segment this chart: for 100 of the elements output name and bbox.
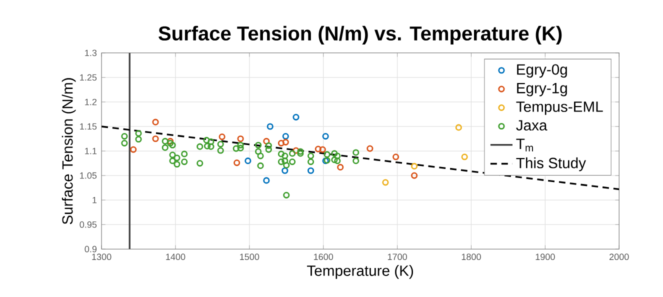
point [196, 160, 204, 167]
point [352, 149, 360, 156]
y-tick-label: 1.2 [85, 98, 97, 106]
point [203, 136, 210, 144]
point [257, 152, 264, 160]
point [244, 158, 252, 164]
point [289, 150, 296, 157]
point [307, 167, 314, 174]
point [169, 152, 176, 158]
point [181, 150, 188, 158]
point [169, 142, 176, 148]
point [337, 164, 344, 171]
y-tick-label: 1 [92, 197, 97, 204]
point [162, 144, 168, 151]
point [382, 179, 389, 186]
point [237, 136, 244, 142]
point [208, 138, 214, 146]
y-tick-label: 0.9 [84, 246, 97, 252]
point [292, 114, 300, 121]
x-axis-title: Temperature (K) [307, 265, 414, 279]
y-tick-label: 0.95 [80, 221, 97, 228]
point [461, 154, 468, 160]
point [297, 150, 304, 157]
point [278, 150, 285, 158]
point [169, 158, 176, 164]
point [208, 143, 214, 150]
chart-title: Surface Tension (N/m) vs. Temperature (K) [158, 26, 562, 45]
point [135, 130, 142, 137]
point [352, 158, 360, 164]
point [282, 152, 288, 160]
point [263, 177, 270, 184]
point [319, 146, 326, 153]
point [121, 133, 128, 140]
x-tick-label: 1500 [240, 254, 260, 260]
point [130, 146, 137, 153]
point [217, 147, 224, 154]
point [392, 154, 400, 160]
point [314, 146, 322, 152]
point [263, 138, 270, 145]
point [121, 140, 128, 147]
y-tick-label: 1.1 [85, 148, 97, 154]
point [237, 144, 244, 152]
point [334, 158, 341, 164]
point [257, 162, 264, 170]
legend-label: Egry-0g [517, 64, 567, 78]
y-tick-label: 1.3 [85, 50, 97, 56]
point [278, 158, 285, 166]
point [455, 124, 462, 131]
point [278, 140, 285, 147]
point [411, 162, 418, 170]
legend-label: This Study [516, 157, 586, 172]
point [174, 154, 180, 162]
point [282, 133, 289, 140]
point [255, 142, 262, 148]
y-tick-label: 1.15 [80, 123, 97, 130]
point [204, 142, 211, 150]
x-tick-label: 1600 [314, 254, 334, 260]
point [266, 123, 274, 130]
point [297, 148, 304, 155]
point [237, 142, 244, 148]
x-tick-label: 1800 [462, 254, 481, 260]
point [307, 158, 314, 166]
point [232, 145, 240, 152]
point [322, 133, 329, 140]
point [292, 147, 300, 154]
x-tick-label: 1700 [388, 254, 407, 260]
point [331, 156, 338, 164]
legend-label: T$_{m}$ [516, 138, 533, 152]
point [135, 136, 142, 143]
x-tick-label: 1300 [92, 254, 112, 260]
point [282, 138, 289, 146]
point [331, 150, 338, 157]
point [265, 142, 272, 149]
point [366, 145, 374, 152]
point [282, 158, 288, 164]
legend-label: Egry-1g [517, 83, 567, 96]
point [265, 146, 272, 153]
point [255, 148, 262, 155]
point [282, 167, 288, 174]
point [324, 151, 330, 158]
point [152, 118, 159, 126]
legend-label: Tempus-EML [516, 102, 603, 115]
point [411, 172, 418, 179]
point [181, 158, 188, 166]
y-tick-label: 1.05 [80, 172, 97, 179]
y-tick-label: 1.25 [80, 74, 97, 81]
y-axis-title: Surface Tension (N/m) [62, 78, 76, 224]
point [334, 152, 341, 160]
x-tick-label: 2000 [610, 254, 629, 260]
point [307, 152, 314, 160]
point [234, 160, 240, 166]
legend-label: Jaxa [516, 120, 548, 131]
point [218, 134, 226, 140]
point [174, 161, 180, 168]
point [152, 136, 159, 142]
point [283, 192, 290, 199]
x-tick-label: 1900 [536, 254, 555, 260]
x-tick-label: 1400 [166, 254, 186, 260]
point [196, 143, 204, 150]
point [217, 140, 224, 148]
